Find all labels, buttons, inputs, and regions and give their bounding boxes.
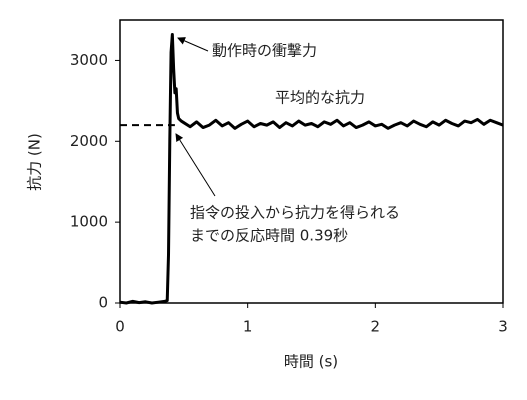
- x-tick-label: 0: [115, 318, 125, 336]
- plot-frame: [119, 19, 504, 304]
- x-axis-label: 時間 (s): [284, 353, 338, 371]
- x-tick-label: 3: [498, 318, 508, 336]
- annotation-arrow: [177, 37, 209, 52]
- annotation: 動作時の衝撃力: [212, 42, 317, 60]
- y-tick-label: 2000: [70, 132, 108, 150]
- y-tick-label: 1000: [70, 213, 108, 231]
- annotation: 指令の投入から抗力を得られる: [190, 204, 400, 222]
- y-tick-label: 3000: [70, 51, 108, 69]
- x-tick-label: 2: [371, 318, 381, 336]
- annotation-arrow: [175, 133, 216, 197]
- data-line: [119, 33, 504, 305]
- annotation: 平均的な抗力: [275, 89, 365, 107]
- y-tick-label: 0: [98, 294, 108, 312]
- y-axis-label: 抗力 (N): [26, 133, 44, 191]
- x-tick-label: 1: [243, 318, 253, 336]
- annotation: までの反応時間 0.39秒: [190, 227, 348, 245]
